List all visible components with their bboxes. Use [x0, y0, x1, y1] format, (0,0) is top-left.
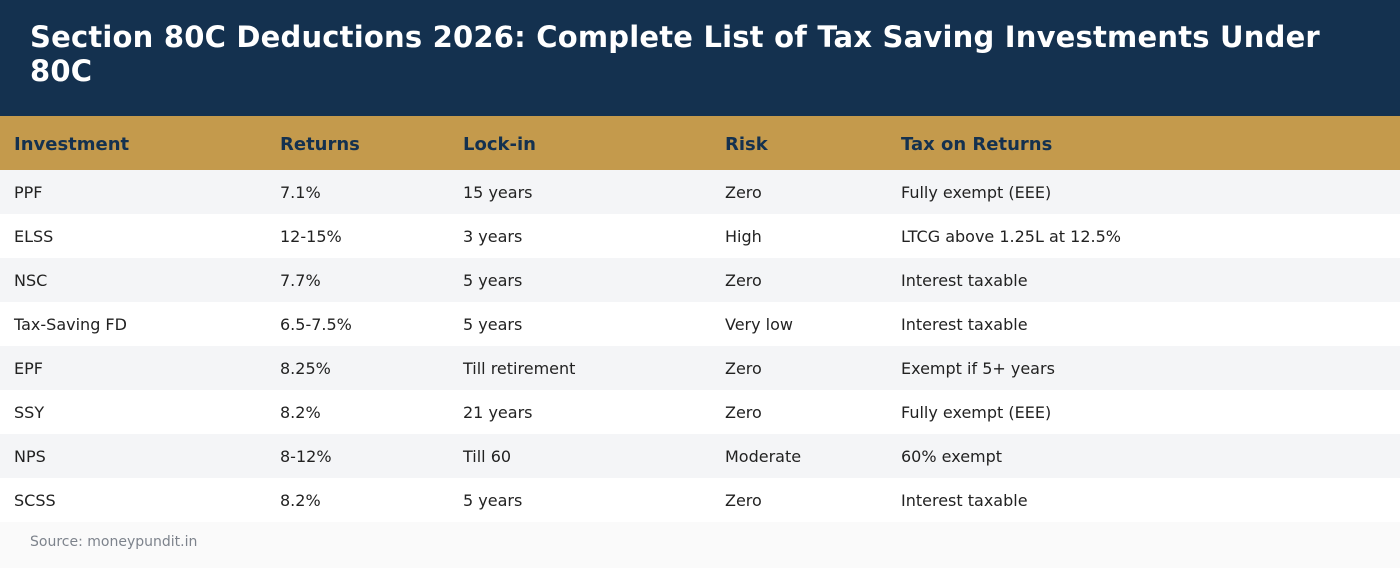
- cell-tax-on-returns: Interest taxable: [901, 314, 1028, 334]
- cell-risk: Very low: [725, 314, 793, 334]
- investments-table: Investment Returns Lock-in Risk Tax on R…: [0, 116, 1400, 522]
- cell-lock-in: 21 years: [463, 402, 533, 422]
- cell-lock-in: 5 years: [463, 270, 523, 290]
- table-row: NPS 8-12% Till 60 Moderate 60% exempt: [0, 434, 1400, 478]
- cell-risk: Zero: [725, 402, 762, 422]
- page-title: Section 80C Deductions 2026: Complete Li…: [30, 20, 1320, 88]
- table-row: NSC 7.7% 5 years Zero Interest taxable: [0, 258, 1400, 302]
- cell-lock-in: 5 years: [463, 490, 523, 510]
- table-row: SCSS 8.2% 5 years Zero Interest taxable: [0, 478, 1400, 522]
- source-note: Source: moneypundit.in: [30, 534, 198, 550]
- table-row: ELSS 12-15% 3 years High LTCG above 1.25…: [0, 214, 1400, 258]
- table-row: PPF 7.1% 15 years Zero Fully exempt (EEE…: [0, 170, 1400, 214]
- cell-investment: EPF: [14, 358, 43, 378]
- cell-risk: Zero: [725, 358, 762, 378]
- column-header-returns: Returns: [280, 133, 360, 155]
- column-header-risk: Risk: [725, 133, 768, 155]
- cell-investment: Tax-Saving FD: [14, 314, 127, 334]
- cell-tax-on-returns: Interest taxable: [901, 270, 1028, 290]
- cell-returns: 8.25%: [280, 358, 331, 378]
- cell-tax-on-returns: Interest taxable: [901, 490, 1028, 510]
- cell-investment: SSY: [14, 402, 45, 422]
- cell-returns: 6.5-7.5%: [280, 314, 352, 334]
- cell-returns: 12-15%: [280, 226, 342, 246]
- cell-tax-on-returns: Exempt if 5+ years: [901, 358, 1055, 378]
- cell-investment: SCSS: [14, 490, 56, 510]
- page-header: Section 80C Deductions 2026: Complete Li…: [0, 0, 1400, 116]
- table-header-row: Investment Returns Lock-in Risk Tax on R…: [0, 116, 1400, 170]
- cell-returns: 7.1%: [280, 182, 321, 202]
- cell-investment: NSC: [14, 270, 48, 290]
- cell-returns: 8.2%: [280, 490, 321, 510]
- cell-risk: High: [725, 226, 762, 246]
- cell-risk: Zero: [725, 270, 762, 290]
- table-row: SSY 8.2% 21 years Zero Fully exempt (EEE…: [0, 390, 1400, 434]
- column-header-investment: Investment: [14, 133, 130, 155]
- cell-investment: PPF: [14, 182, 43, 202]
- cell-returns: 8-12%: [280, 446, 332, 466]
- cell-lock-in: 5 years: [463, 314, 523, 334]
- table-row: EPF 8.25% Till retirement Zero Exempt if…: [0, 346, 1400, 390]
- cell-investment: ELSS: [14, 226, 54, 246]
- cell-lock-in: 15 years: [463, 182, 533, 202]
- cell-lock-in: Till 60: [463, 446, 512, 466]
- cell-returns: 8.2%: [280, 402, 321, 422]
- cell-tax-on-returns: 60% exempt: [901, 446, 1003, 466]
- source-footer: Source: moneypundit.in: [0, 522, 1400, 568]
- cell-investment: NPS: [14, 446, 46, 466]
- cell-tax-on-returns: LTCG above 1.25L at 12.5%: [901, 226, 1121, 246]
- table-row: Tax-Saving FD 6.5-7.5% 5 years Very low …: [0, 302, 1400, 346]
- cell-risk: Moderate: [725, 446, 802, 466]
- column-header-lock-in: Lock-in: [463, 133, 536, 155]
- cell-tax-on-returns: Fully exempt (EEE): [901, 182, 1052, 202]
- cell-returns: 7.7%: [280, 270, 321, 290]
- cell-risk: Zero: [725, 490, 762, 510]
- cell-risk: Zero: [725, 182, 762, 202]
- cell-lock-in: Till retirement: [463, 358, 576, 378]
- cell-lock-in: 3 years: [463, 226, 523, 246]
- column-header-tax-on-returns: Tax on Returns: [901, 133, 1053, 155]
- cell-tax-on-returns: Fully exempt (EEE): [901, 402, 1052, 422]
